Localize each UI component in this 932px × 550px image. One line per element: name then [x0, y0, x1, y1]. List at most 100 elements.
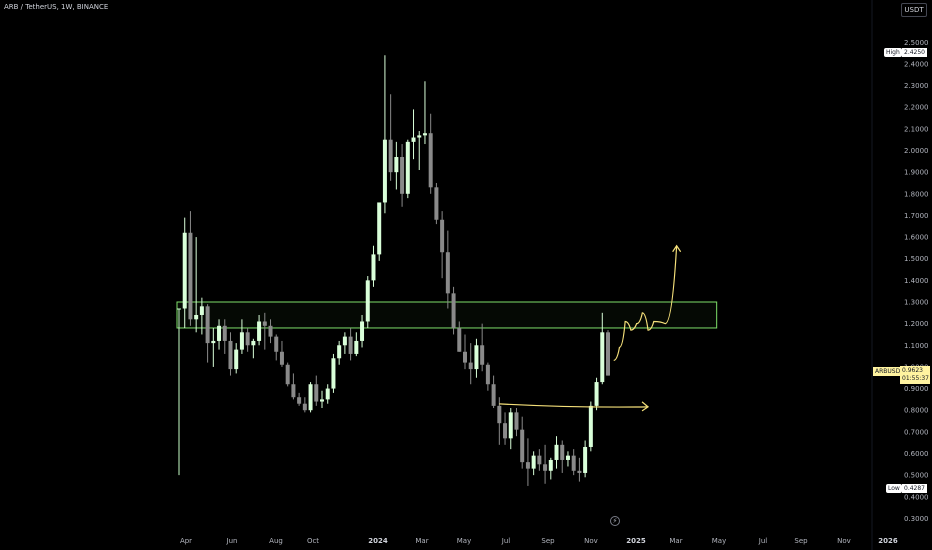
- candle-body: [331, 358, 336, 389]
- candle-body: [360, 321, 365, 341]
- candle-body: [285, 364, 290, 385]
- price-tick-label: 0.8000: [904, 407, 929, 415]
- candle-body: [257, 321, 262, 341]
- candle-body: [548, 459, 553, 471]
- price-tick-label: 2.1000: [904, 125, 929, 133]
- candle-body: [354, 340, 359, 354]
- candle-body: [434, 187, 439, 220]
- price-tick-label: 0.3000: [904, 515, 929, 523]
- low-value: 0.4287: [902, 484, 927, 493]
- price-tick-label: 1.8000: [904, 190, 929, 198]
- price-tick-label: 2.2000: [904, 104, 929, 112]
- time-tick-label: Nov: [584, 537, 598, 545]
- price-tick-label: 1.6000: [904, 234, 929, 242]
- candle-body: [211, 340, 216, 344]
- time-axis[interactable]: Apr Jun Aug Oct 2024 Mar May Jul Sep Nov 2025 Mar Ma…: [180, 537, 898, 545]
- time-tick-label: Jul: [758, 537, 768, 545]
- projection-arrow-head: [672, 244, 682, 253]
- candle-body: [600, 332, 605, 383]
- candle-body: [508, 412, 513, 439]
- candle-body: [474, 345, 479, 370]
- time-tick-label: 2026: [878, 537, 898, 545]
- candle-body: [262, 321, 267, 326]
- candle-body: [606, 332, 610, 376]
- price-tick-label: 1.3000: [904, 299, 929, 307]
- time-tick-label: Jun: [226, 537, 238, 545]
- time-tick-label: Aug: [269, 537, 283, 545]
- candle-body: [554, 444, 559, 460]
- candle-body: [388, 139, 393, 173]
- price-tick-label: 1.4000: [904, 277, 929, 285]
- candle-body: [428, 133, 433, 188]
- candle-body: [199, 306, 204, 315]
- candle-body: [394, 157, 399, 173]
- candle-body: [411, 137, 416, 142]
- candle-body: [463, 351, 467, 363]
- arrow-head: [641, 401, 650, 412]
- candle-body: [291, 384, 296, 398]
- price-axis[interactable]: 2.5000 2.4000 2.3000 2.2000 2.1000 2.0000 1.90…: [904, 39, 929, 523]
- candle-body: [577, 470, 582, 473]
- candle-body: [320, 399, 324, 402]
- candle-body: [485, 364, 490, 385]
- time-tick-label: Nov: [837, 537, 851, 545]
- candle-body: [251, 340, 256, 346]
- candle-body: [314, 384, 319, 402]
- candle-body: [377, 202, 382, 255]
- candle-body: [405, 141, 410, 194]
- candle-body: [182, 232, 187, 309]
- candle-body: [594, 382, 599, 406]
- time-tick-label: May: [712, 537, 726, 545]
- price-tick-label: 2.4000: [904, 60, 929, 68]
- time-tick-label: 2025: [626, 537, 646, 545]
- candle-body: [565, 455, 570, 460]
- price-tick-label: 0.7000: [904, 428, 929, 436]
- price-tick-label: 1.2000: [904, 320, 929, 328]
- candle-body: [365, 280, 370, 322]
- candle-body: [520, 429, 525, 463]
- time-tick-label: Sep: [541, 537, 555, 545]
- price-tick-label: 2.3000: [904, 82, 929, 90]
- candle-body: [588, 405, 593, 447]
- symbol-title[interactable]: ARB / TetherUS, 1W, BINANCE: [4, 3, 109, 11]
- candle-body: [514, 412, 519, 430]
- candle-body: [268, 325, 273, 337]
- low-label: Low: [886, 484, 902, 493]
- time-tick-label: May: [457, 537, 471, 545]
- candle-body: [228, 340, 233, 370]
- price-tick-label: 0.5000: [904, 472, 929, 480]
- candle-body: [531, 455, 536, 469]
- time-tick-label: Mar: [415, 537, 428, 545]
- candles-layer: [177, 55, 610, 486]
- candle-body: [543, 464, 548, 471]
- candle-body: [451, 293, 456, 328]
- time-tick-label: 2024: [368, 537, 388, 545]
- time-tick-label: Mar: [669, 537, 682, 545]
- price-tick-label: 0.4000: [904, 493, 929, 501]
- candle-body: [583, 446, 588, 473]
- candle-body: [480, 345, 485, 365]
- time-tick-label: Jul: [501, 537, 511, 545]
- price-tick-label: 1.9000: [904, 169, 929, 177]
- price-tick-label: 1.7000: [904, 212, 929, 220]
- candle-body: [537, 455, 542, 465]
- candle-body: [245, 332, 250, 346]
- candle-body: [382, 139, 387, 203]
- price-tick-label: 1.5000: [904, 255, 929, 263]
- drawings-layer: [499, 244, 682, 412]
- candle-body: [457, 327, 462, 352]
- time-tick-label: Sep: [794, 537, 808, 545]
- candle-body: [445, 252, 450, 294]
- candle-body: [222, 325, 227, 341]
- price-tick-label: 2.0000: [904, 147, 929, 155]
- candle-body: [297, 397, 302, 404]
- candle-body: [371, 254, 376, 281]
- currency-selector[interactable]: USDT: [901, 3, 927, 17]
- lightning-icon[interactable]: ⚡: [610, 516, 620, 526]
- candle-body: [337, 345, 342, 359]
- candle-body: [205, 306, 210, 344]
- high-value: 2.4250: [902, 48, 927, 57]
- candle-body: [400, 157, 405, 194]
- candle-body: [417, 135, 422, 138]
